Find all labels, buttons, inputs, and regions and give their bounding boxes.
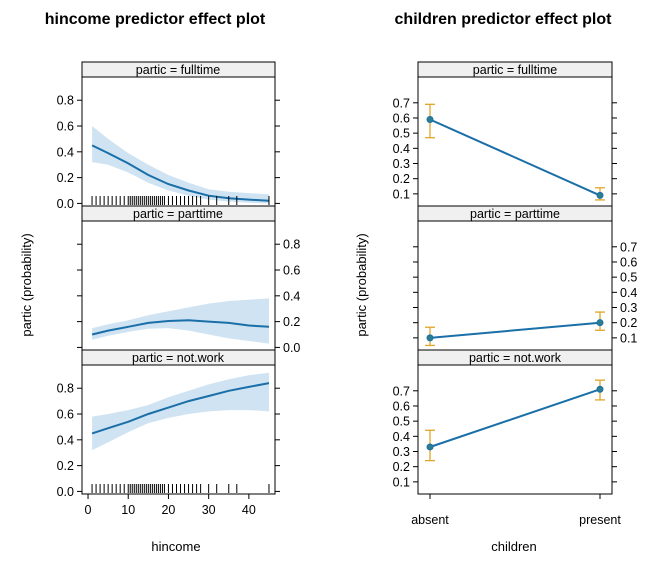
data-point — [426, 443, 434, 451]
panel-plot-area — [91, 126, 270, 205]
y-tick-label: 0.1 — [393, 187, 410, 201]
x-tick-label: 40 — [242, 503, 256, 517]
hincome-x-axis: 0 10 20 30 40 — [85, 494, 256, 517]
panel-strip-label: partic = parttime — [133, 207, 223, 221]
fit-line — [91, 144, 270, 202]
x-tick-label: present — [579, 513, 621, 527]
data-point — [596, 191, 604, 199]
panel-strip-label: partic = not.work — [469, 351, 562, 365]
hincome-panel-parttime: partic = parttime 0.0 0.2 0.4 0.6 0.8 — [77, 205, 300, 355]
hincome-panel-fulltime: partic = fulltime 0.0 0.2 0.4 0.6 0.8 — [57, 61, 280, 211]
panel-strip-label: partic = parttime — [470, 207, 560, 221]
y-tick-label: 0.6 — [57, 408, 74, 422]
y-tick-label: 0.2 — [393, 172, 410, 186]
y-tick-label: 0.0 — [57, 197, 74, 211]
y-tick-label: 0.6 — [620, 255, 637, 269]
y-tick-label: 0.5 — [620, 271, 637, 285]
children-panel-not-work: partic = not.work 0.10.20.30.40.5 0.60.7 — [393, 349, 617, 495]
hincome-panel-not-work: partic = not.work 0.0 0.2 0.4 0.6 0.8 — [57, 349, 280, 499]
y-tick-label: 0.1 — [393, 475, 410, 489]
panel-y-axis: 0.10.20.30.40.5 0.60.7 — [393, 96, 617, 201]
y-tick-label: 0.4 — [283, 289, 300, 303]
panel-y-axis: 0.0 0.2 0.4 0.6 0.8 — [57, 382, 280, 499]
x-tick-label: 20 — [161, 503, 175, 517]
y-tick-label: 0.2 — [57, 171, 74, 185]
y-tick-label: 0.3 — [393, 445, 410, 459]
y-tick-label: 0.5 — [393, 127, 410, 141]
y-tick-label: 0.8 — [57, 382, 74, 396]
panel-strip-label: partic = fulltime — [473, 63, 557, 77]
panel-plot-area — [425, 311, 605, 347]
fit-line — [429, 118, 601, 197]
data-point — [426, 334, 434, 342]
data-point — [426, 115, 434, 123]
panel-frame — [417, 364, 613, 495]
y-tick-label: 0.0 — [283, 341, 300, 355]
panel-plot-area — [425, 379, 605, 462]
panel-y-axis: 0.10.20.30.40.5 0.60.7 — [413, 240, 637, 345]
hincome-y-axis-label: partic (probability) — [19, 233, 34, 336]
panel-frame — [417, 76, 613, 207]
panel-plot-area — [91, 372, 270, 493]
y-tick-label: 0.4 — [57, 145, 74, 159]
y-tick-label: 0.4 — [620, 286, 637, 300]
y-tick-label: 0.4 — [393, 142, 410, 156]
y-tick-label: 0.6 — [57, 120, 74, 134]
children-chart-title: children predictor effect plot — [395, 11, 613, 28]
panel-y-axis: 0.0 0.2 0.4 0.6 0.8 — [77, 238, 300, 355]
fit-line — [91, 319, 270, 336]
y-tick-label: 0.1 — [620, 331, 637, 345]
y-tick-label: 0.7 — [620, 240, 637, 254]
y-tick-label: 0.6 — [393, 111, 410, 125]
y-tick-label: 0.2 — [283, 315, 300, 329]
panel-plot-area — [425, 103, 605, 201]
y-tick-label: 0.7 — [393, 96, 410, 110]
y-tick-label: 0.3 — [393, 157, 410, 171]
children-x-axis-label: children — [491, 539, 537, 554]
x-tick-label: absent — [411, 513, 449, 527]
hincome-x-axis-label: hincome — [151, 539, 200, 554]
fit-line — [429, 321, 601, 339]
y-tick-label: 0.6 — [393, 399, 410, 413]
data-point — [596, 385, 604, 393]
y-tick-label: 0.6 — [283, 264, 300, 278]
fit-line — [91, 382, 270, 435]
data-point — [596, 319, 604, 327]
y-tick-label: 0.2 — [620, 316, 637, 330]
y-tick-label: 0.8 — [57, 94, 74, 108]
panel-y-axis: 0.0 0.2 0.4 0.6 0.8 — [57, 94, 280, 211]
y-tick-label: 0.0 — [57, 485, 74, 499]
hincome-effect-chart: hincome predictor effect plot partic (pr… — [19, 11, 300, 554]
panel-strip-label: partic = not.work — [132, 351, 225, 365]
confidence-band — [92, 372, 269, 451]
panel-y-axis: 0.10.20.30.40.5 0.60.7 — [393, 384, 617, 489]
panel-strip-label: partic = fulltime — [136, 63, 220, 77]
panel-frame — [81, 364, 276, 495]
fit-line — [429, 388, 601, 448]
children-panel-fulltime: partic = fulltime 0.10.20.30.40.5 0.60.7 — [393, 61, 617, 207]
confidence-band — [92, 126, 269, 204]
y-tick-label: 0.2 — [57, 459, 74, 473]
hincome-chart-title: hincome predictor effect plot — [45, 11, 266, 28]
y-tick-label: 0.2 — [393, 460, 410, 474]
x-tick-label: 0 — [85, 503, 92, 517]
y-tick-label: 0.4 — [393, 430, 410, 444]
children-effect-chart: children predictor effect plot partic (p… — [354, 11, 637, 554]
children-y-axis-label: partic (probability) — [354, 233, 369, 336]
y-tick-label: 0.8 — [283, 238, 300, 252]
y-tick-label: 0.3 — [620, 301, 637, 315]
children-panel-parttime: partic = parttime 0.10.20.30.40.5 0.60.7 — [413, 205, 637, 351]
panel-plot-area — [91, 298, 270, 344]
x-tick-label: 30 — [202, 503, 216, 517]
y-tick-label: 0.4 — [57, 433, 74, 447]
y-tick-label: 0.7 — [393, 384, 410, 398]
children-x-axis: absent present — [411, 494, 621, 527]
y-tick-label: 0.5 — [393, 415, 410, 429]
x-tick-label: 10 — [121, 503, 135, 517]
